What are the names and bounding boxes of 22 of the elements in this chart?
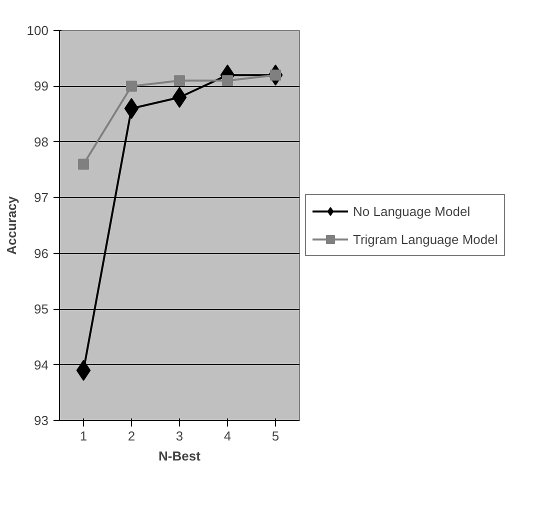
x-tick-label: 3: [176, 428, 184, 444]
point: [78, 158, 89, 170]
y-tick-label: 95: [34, 302, 49, 317]
legend-label: No Language Model: [353, 204, 470, 218]
x-tick-label: 5: [272, 428, 280, 444]
point: [126, 80, 137, 92]
point: [174, 75, 185, 86]
y-tick-label: 96: [34, 246, 49, 261]
y-tick-label: 99: [34, 78, 49, 94]
x-axis-title: N-Best: [158, 448, 202, 464]
x-tick-label: 4: [224, 428, 232, 444]
y-tick-label: 93: [34, 413, 49, 428]
x-tick-label: 2: [128, 428, 136, 444]
y-tick-label: 98: [34, 134, 49, 150]
legend-label: Trigram Language Model: [353, 232, 498, 246]
y-tick-label: 94: [34, 357, 49, 372]
x-tick-label: 1: [80, 428, 88, 444]
point: [124, 98, 139, 119]
y-axis-title: Accuracy: [4, 195, 19, 255]
point: [222, 75, 233, 86]
y-tick-label: 97: [34, 190, 49, 206]
y-tick-label: 100: [26, 23, 49, 38]
